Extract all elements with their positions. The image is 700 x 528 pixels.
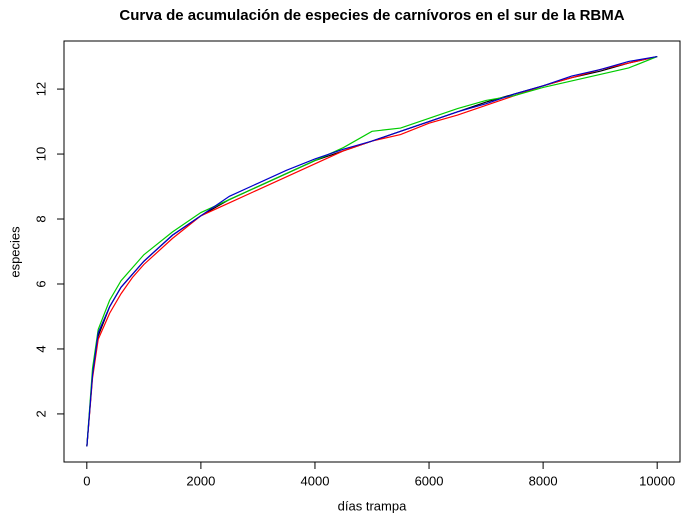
series-line — [86, 56, 658, 447]
x-tick-label: 2000 — [186, 473, 215, 488]
y-tick-label: 4 — [33, 345, 48, 352]
series-line — [86, 56, 658, 447]
x-tick-label: 4000 — [301, 473, 330, 488]
y-tick-label: 2 — [33, 410, 48, 417]
y-axis-label: especies — [7, 226, 22, 278]
series-line — [86, 56, 658, 447]
x-tick-label: 10000 — [639, 473, 675, 488]
x-tick-label: 8000 — [529, 473, 558, 488]
y-tick-label: 12 — [33, 82, 48, 96]
x-tick-label: 6000 — [415, 473, 444, 488]
y-tick-label: 6 — [33, 280, 48, 287]
chart-title: Curva de acumulación de especies de carn… — [119, 7, 624, 24]
x-axis-label: días trampa — [338, 498, 407, 513]
y-tick-label: 8 — [33, 215, 48, 222]
y-tick-label: 10 — [33, 147, 48, 161]
series-line — [86, 55, 658, 447]
plot-frame — [63, 40, 681, 463]
x-tick-label: 0 — [83, 473, 90, 488]
